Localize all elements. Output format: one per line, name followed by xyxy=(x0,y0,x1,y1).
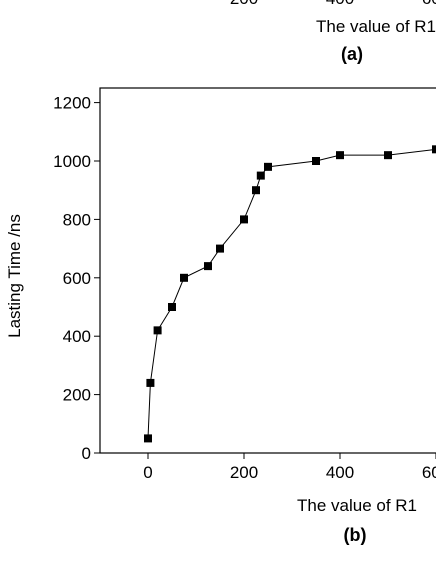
plot-frame xyxy=(99,87,436,454)
data-point xyxy=(384,151,392,160)
panel-label: (a) xyxy=(341,44,363,64)
data-point xyxy=(153,326,162,335)
x-tick-label: 600 xyxy=(422,463,436,482)
data-point xyxy=(336,151,344,160)
data-point xyxy=(264,162,272,171)
x-axis-label: The value of R1 xyxy=(297,496,417,515)
data-point xyxy=(216,244,224,253)
y-tick-label: 400 xyxy=(63,327,91,346)
y-axis-label: Lasting Time /ns xyxy=(5,214,24,338)
data-point xyxy=(312,157,320,165)
data-point xyxy=(146,378,155,387)
data-point xyxy=(144,434,152,443)
data-point xyxy=(204,262,212,271)
data-point xyxy=(180,273,188,282)
data-point xyxy=(168,303,176,311)
data-point xyxy=(252,186,260,195)
x-tick-label: 200 xyxy=(230,0,258,8)
x-axis-label: The value of R1 xyxy=(316,17,436,36)
y-tick-label: 800 xyxy=(63,210,91,229)
y-tick-label: 1200 xyxy=(53,94,91,113)
data-point xyxy=(256,171,265,180)
x-tick-label: 200 xyxy=(230,463,258,482)
data-line xyxy=(147,148,436,439)
x-tick-label: 400 xyxy=(326,0,354,8)
data-point xyxy=(432,145,436,154)
data-point xyxy=(240,215,248,224)
panel-label: (b) xyxy=(344,525,367,545)
y-tick-label: 600 xyxy=(63,269,91,288)
x-tick-label: 400 xyxy=(326,463,354,482)
y-tick-label: 0 xyxy=(82,444,91,463)
x-tick-label: 600 xyxy=(422,0,436,8)
x-tick-label: 0 xyxy=(143,463,152,482)
y-tick-label: 200 xyxy=(63,386,91,405)
y-tick-label: 1000 xyxy=(53,152,91,171)
